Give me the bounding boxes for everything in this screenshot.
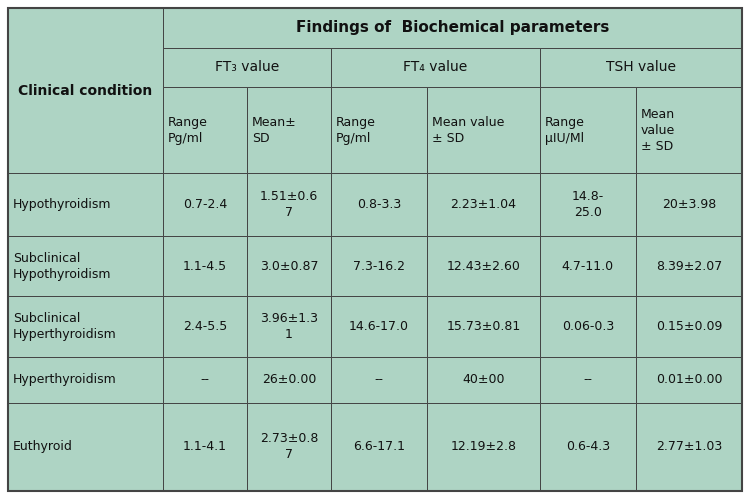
Text: 6.6-17.1: 6.6-17.1	[353, 440, 405, 453]
Text: Hyperthyroidism: Hyperthyroidism	[13, 373, 117, 386]
Bar	[331, 87, 427, 173]
Text: --: --	[374, 373, 383, 386]
Text: 26±0.00: 26±0.00	[262, 373, 316, 386]
Bar	[636, 87, 742, 173]
Bar	[163, 173, 247, 236]
Bar	[540, 296, 636, 357]
Bar	[331, 173, 427, 236]
Text: 0.06-0.3: 0.06-0.3	[562, 320, 614, 333]
Text: 8.39±2.07: 8.39±2.07	[656, 259, 722, 272]
Bar	[8, 357, 163, 403]
Bar	[331, 296, 427, 357]
Bar	[427, 357, 540, 403]
Text: 1.1-4.1: 1.1-4.1	[183, 440, 227, 453]
Bar	[636, 403, 742, 491]
Text: FT₃ value: FT₃ value	[214, 60, 279, 74]
Text: 12.43±2.60: 12.43±2.60	[446, 259, 520, 272]
Text: Subclinical
Hypothyroidism: Subclinical Hypothyroidism	[13, 251, 112, 280]
Bar	[8, 403, 163, 491]
Text: 40±00: 40±00	[462, 373, 505, 386]
Bar	[540, 87, 636, 173]
Text: 2.73±0.8
7: 2.73±0.8 7	[260, 432, 318, 461]
Text: 0.15±0.09: 0.15±0.09	[656, 320, 722, 333]
Text: 0.6-4.3: 0.6-4.3	[566, 440, 610, 453]
Text: 3.96±1.3
1: 3.96±1.3 1	[260, 312, 318, 341]
Bar	[247, 173, 331, 236]
Text: Mean value
± SD: Mean value ± SD	[432, 116, 505, 145]
Text: Mean±
SD: Mean± SD	[252, 116, 297, 145]
Text: 0.7-2.4: 0.7-2.4	[183, 198, 227, 211]
Bar	[331, 236, 427, 296]
Bar	[8, 236, 163, 296]
Bar	[247, 296, 331, 357]
Bar	[427, 403, 540, 491]
Text: Findings of  Biochemical parameters: Findings of Biochemical parameters	[296, 20, 609, 35]
Text: 14.6-17.0: 14.6-17.0	[349, 320, 409, 333]
Bar	[163, 87, 247, 173]
Text: Clinical condition: Clinical condition	[18, 84, 152, 98]
Text: FT₄ value: FT₄ value	[404, 60, 467, 74]
Bar	[540, 47, 742, 87]
Text: Mean
value
± SD: Mean value ± SD	[641, 108, 675, 153]
Text: 12.19±2.8: 12.19±2.8	[451, 440, 517, 453]
Bar	[331, 357, 427, 403]
Text: TSH value: TSH value	[606, 60, 676, 74]
Bar	[427, 87, 540, 173]
Bar	[636, 236, 742, 296]
Bar	[540, 403, 636, 491]
Bar	[636, 173, 742, 236]
Bar	[247, 357, 331, 403]
Text: 4.7-11.0: 4.7-11.0	[562, 259, 614, 272]
Bar	[163, 47, 331, 87]
Bar	[247, 87, 331, 173]
Bar	[247, 403, 331, 491]
Text: 15.73±0.81: 15.73±0.81	[446, 320, 520, 333]
Bar	[163, 357, 247, 403]
Text: 20±3.98: 20±3.98	[662, 198, 716, 211]
Text: Hypothyroidism: Hypothyroidism	[13, 198, 112, 211]
Text: 0.8-3.3: 0.8-3.3	[357, 198, 401, 211]
Bar	[331, 47, 540, 87]
Text: 0.01±0.00: 0.01±0.00	[656, 373, 722, 386]
Text: Range
μIU/Ml: Range μIU/Ml	[544, 116, 584, 145]
Bar	[163, 8, 742, 47]
Bar	[331, 403, 427, 491]
Bar	[540, 173, 636, 236]
Bar	[540, 357, 636, 403]
Text: 3.0±0.87: 3.0±0.87	[260, 259, 318, 272]
Text: Range
Pg/ml: Range Pg/ml	[336, 116, 376, 145]
Text: 7.3-16.2: 7.3-16.2	[353, 259, 405, 272]
Bar	[636, 357, 742, 403]
Text: --: --	[584, 373, 592, 386]
Bar	[163, 236, 247, 296]
Bar	[247, 236, 331, 296]
Text: Range
Pg/ml: Range Pg/ml	[168, 116, 208, 145]
Bar	[427, 236, 540, 296]
Bar	[8, 8, 163, 173]
Text: Euthyroid: Euthyroid	[13, 440, 73, 453]
Text: Subclinical
Hyperthyroidism: Subclinical Hyperthyroidism	[13, 312, 117, 341]
Text: 2.77±1.03: 2.77±1.03	[656, 440, 722, 453]
Bar	[427, 296, 540, 357]
Text: 2.4-5.5: 2.4-5.5	[183, 320, 227, 333]
Bar	[8, 296, 163, 357]
Bar	[8, 173, 163, 236]
Text: 2.23±1.04: 2.23±1.04	[451, 198, 517, 211]
Text: 1.51±0.6
7: 1.51±0.6 7	[260, 190, 318, 219]
Bar	[427, 173, 540, 236]
Text: 1.1-4.5: 1.1-4.5	[183, 259, 227, 272]
Text: 14.8-
25.0: 14.8- 25.0	[572, 190, 604, 219]
Bar	[540, 236, 636, 296]
Bar	[163, 296, 247, 357]
Bar	[163, 403, 247, 491]
Text: --: --	[200, 373, 209, 386]
Bar	[636, 296, 742, 357]
